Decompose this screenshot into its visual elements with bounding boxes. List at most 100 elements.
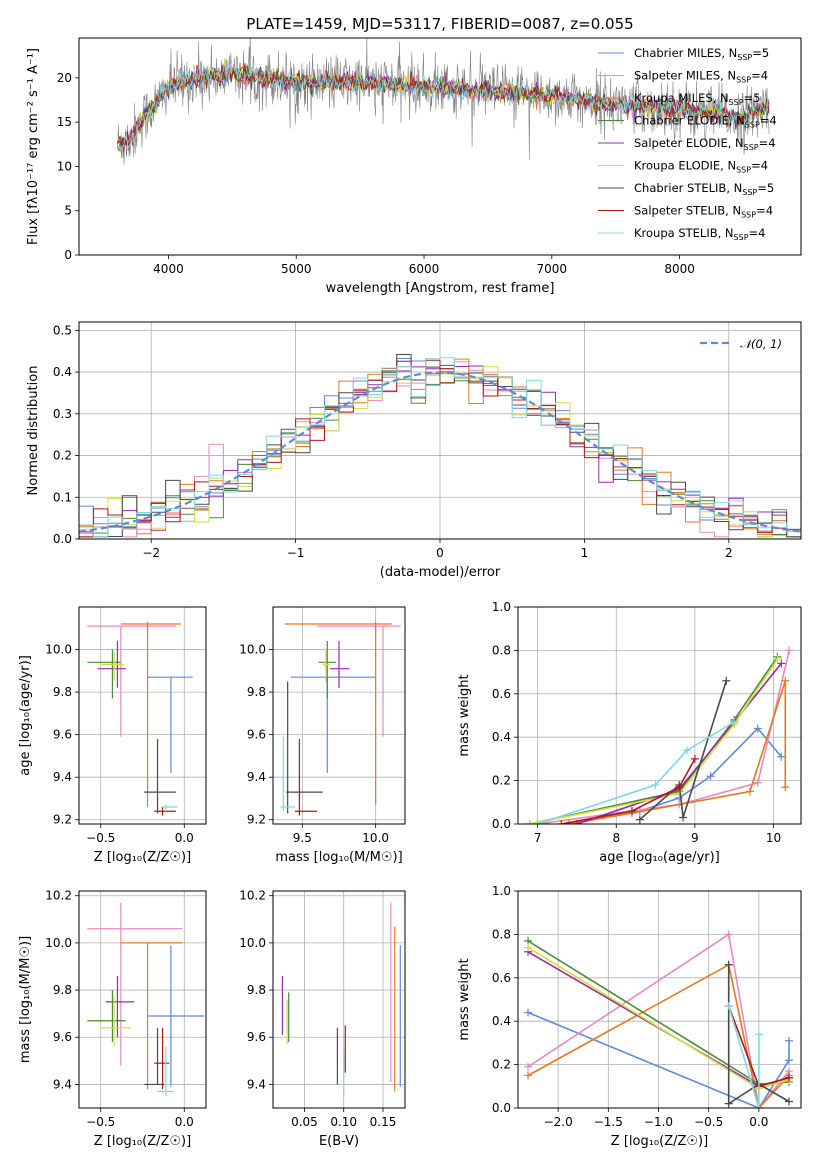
y-tick-label: 9.6 [53, 1030, 72, 1044]
y-tick-label: 0.6 [492, 687, 511, 701]
y-tick-label: 9.8 [247, 685, 266, 699]
axes-frame [272, 606, 406, 825]
y-tick-label: 0.8 [492, 643, 511, 657]
plot-area-age_vs_Z [87, 621, 193, 816]
panel-weight_vs_Z: −2.0 −1.5 −1.0 −0.5 0.0 0.0 0.2 0.4 0.6 0.8 1.0 Z [… [457, 884, 802, 1149]
legend-nssp: =5 [752, 46, 769, 60]
weight-line-8 [537, 721, 735, 824]
y-tick-label: 9.4 [53, 770, 72, 784]
panel-spectrum: 4000 5000 6000 7000 8000 0 5 10 15 20 wavelength [… [26, 37, 802, 296]
legend-nssp: =5 [744, 91, 761, 105]
y-tick-label: 0.0 [492, 817, 511, 831]
y-tick-label: 9.6 [247, 1030, 266, 1044]
legend-sub: SSP [741, 211, 756, 220]
weight-marker-5 [525, 820, 534, 824]
weight-marker-6 [722, 676, 731, 685]
x-axis-label: Z [log₁₀(Z/Z☉)] [611, 1134, 708, 1149]
weight-marker-2 [781, 676, 790, 685]
y-tick-label: 10 [57, 159, 72, 173]
legend-series-name: Salpeter MILES, N [634, 69, 736, 83]
weight-marker-1 [753, 778, 762, 787]
panel-mass_vs_EBV: 0.05 0.10 0.15 9.4 9.6 9.8 10.0 10.2 E(B-V) [239, 889, 406, 1149]
legend-label-reference: 𝒩(0, 1) [740, 337, 782, 351]
y-tick-label: 9.2 [53, 813, 72, 827]
x-tick-label: −1 [287, 546, 305, 560]
y-tick-label: 9.2 [247, 813, 266, 827]
legend-sub: SSP [736, 166, 751, 175]
y-tick-label: 9.6 [247, 728, 266, 742]
y-axis-label: age [log₁₀(age/yr)] [18, 655, 33, 776]
weight-marker-8 [730, 718, 739, 727]
y-tick-label: 0.0 [53, 532, 72, 546]
legend-sub: SSP [734, 233, 749, 242]
x-tick-label: 9 [691, 831, 699, 845]
y-tick-label: 0.8 [492, 927, 511, 941]
panel-age_vs_Z: −0.5 0.0 9.2 9.4 9.6 9.8 10.0 Z [log₁₀(Z/Z☉)] ag… [18, 606, 207, 865]
x-tick-label: −1.0 [644, 1115, 673, 1129]
weight-marker-2 [745, 787, 754, 796]
y-tick-label: 0.4 [492, 1014, 511, 1028]
weight-marker-6 [724, 1099, 733, 1108]
legend-series-name: Chabrier ELODIE, N [634, 114, 745, 128]
legend-nssp: =4 [751, 69, 768, 83]
y-tick-label: 10.2 [239, 889, 266, 903]
y-tick-label: 9.8 [53, 983, 72, 997]
legend-series-name: Chabrier MILES, N [634, 46, 737, 60]
y-tick-label: 9.4 [247, 770, 266, 784]
weight-line-6 [639, 680, 728, 821]
x-tick-label: 1 [581, 546, 589, 560]
weight-marker-8 [683, 746, 692, 755]
x-tick-label: 10.0 [362, 831, 389, 845]
legend-label: Salpeter ELODIE, NSSP=4 [634, 136, 776, 152]
y-tick-label: 0 [64, 248, 72, 262]
y-tick-label: 1.0 [492, 600, 511, 614]
weight-marker-1 [724, 930, 733, 939]
weight-marker-0 [777, 752, 786, 761]
legend-nssp: =4 [749, 226, 766, 240]
weight-line-1 [527, 933, 790, 1108]
y-tick-label: 10.0 [239, 936, 266, 950]
weight-marker-7 [784, 1073, 793, 1082]
y-tick-label: 0.0 [492, 1101, 511, 1115]
y-tick-label: 0.4 [53, 365, 72, 379]
plot-area-age_vs_mass [280, 621, 401, 816]
weight-marker-7 [675, 783, 684, 792]
weight-line-6 [727, 964, 790, 1106]
y-tick-label: 20 [57, 71, 72, 85]
weight-line-2 [527, 963, 790, 1108]
histogram-7 [79, 359, 801, 538]
y-tick-label: 0.1 [53, 490, 72, 504]
y-tick-label: 0.5 [53, 323, 72, 337]
x-tick-label: 0.0 [749, 1115, 768, 1129]
x-tick-label: −0.5 [86, 1115, 115, 1129]
weight-marker-7 [690, 754, 699, 763]
weight-marker-7 [557, 820, 566, 824]
legend-label: Chabrier MILES, NSSP=5 [634, 46, 769, 62]
legend-sub: SSP [745, 121, 760, 130]
y-tick-label: 15 [57, 115, 72, 129]
legend-nssp: =4 [756, 204, 773, 218]
legend-sub: SSP [742, 188, 757, 197]
plot-area-residuals [79, 354, 801, 538]
legend-nssp: =4 [760, 114, 777, 128]
y-tick-label: 5 [64, 204, 72, 218]
panel-weight_vs_age: 7 8 9 10 0.0 0.2 0.4 0.6 0.8 1.0 age [log₁₀(age/yr… [457, 600, 802, 865]
x-axis-label: Z [log₁₀(Z/Z☉)] [94, 850, 191, 865]
y-tick-label: 0.2 [492, 774, 511, 788]
legend-label: Chabrier STELIB, NSSP=5 [634, 181, 774, 197]
weight-marker-1 [785, 646, 794, 655]
legend-series-name: Chabrier STELIB, N [634, 181, 742, 195]
weight-marker-6 [784, 1097, 793, 1106]
legend-label: Kroupa MILES, NSSP=5 [634, 91, 760, 107]
x-axis-label: age [log₁₀(age/yr)] [599, 850, 720, 865]
y-axis-label: mass weight [457, 958, 472, 1040]
x-tick-label: −0.5 [694, 1115, 723, 1129]
weight-marker-8 [651, 780, 660, 789]
y-tick-label: 9.8 [247, 983, 266, 997]
weight-line-5 [529, 658, 779, 824]
x-tick-label: 0.15 [370, 1115, 397, 1129]
weight-marker-2 [565, 820, 574, 824]
axes-frame [78, 37, 802, 256]
panel-mass_vs_Z: −0.5 0.0 9.4 9.6 9.8 10.0 10.2 Z [log₁₀(Z/Z☉)] m… [18, 889, 207, 1149]
